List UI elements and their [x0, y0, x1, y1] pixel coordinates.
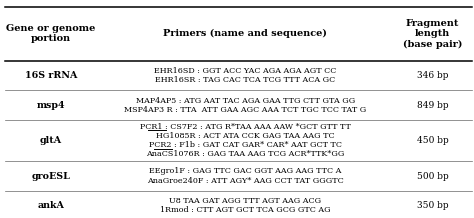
Text: EHR16SR : TAG CAC TCA TCG TTT ACA GC: EHR16SR : TAG CAC TCA TCG TTT ACA GC — [155, 76, 336, 84]
Text: Gene or genome
portion: Gene or genome portion — [6, 24, 96, 43]
Text: MSP4AP3 R : TTA  ATT GAA AGC AAA TCT TGC TCC TAT G: MSP4AP3 R : TTA ATT GAA AGC AAA TCT TGC … — [124, 106, 366, 114]
Text: gltA: gltA — [40, 136, 62, 145]
Text: 450 bp: 450 bp — [417, 136, 448, 145]
Text: AnaGroe240F : ATT AGY* AAG CCT TAT GGGTC: AnaGroe240F : ATT AGY* AAG CCT TAT GGGTC — [147, 177, 344, 185]
Text: 849 bp: 849 bp — [417, 101, 448, 110]
Text: 1Rmod : CTT AGT GCT TCA GCG GTC AG: 1Rmod : CTT AGT GCT TCA GCG GTC AG — [160, 206, 330, 214]
Text: 16S rRNA: 16S rRNA — [25, 71, 77, 80]
Text: PCR1 : CS7F2 : ATG R*TAA AAA AAW *GCT GTT TT: PCR1 : CS7F2 : ATG R*TAA AAA AAW *GCT GT… — [140, 123, 351, 131]
Text: EHR16SD : GGT ACC YAC AGA AGA AGT CC: EHR16SD : GGT ACC YAC AGA AGA AGT CC — [154, 67, 337, 75]
Text: Primers (name and sequence): Primers (name and sequence) — [164, 29, 327, 38]
Text: EEgro1F : GAG TTC GAC GGT AAG AAG TTC A: EEgro1F : GAG TTC GAC GGT AAG AAG TTC A — [149, 167, 341, 175]
Text: U8 TAA GAT AGG TTT AGT AAG ACG: U8 TAA GAT AGG TTT AGT AAG ACG — [169, 197, 321, 205]
Text: ankA: ankA — [37, 201, 64, 210]
Text: msp4: msp4 — [36, 101, 65, 110]
Text: groESL: groESL — [31, 172, 71, 181]
Text: PCR2 : F1b : GAT CAT GAR* CAR* AAT GCT TC: PCR2 : F1b : GAT CAT GAR* CAR* AAT GCT T… — [149, 141, 342, 149]
Text: 346 bp: 346 bp — [417, 71, 448, 80]
Text: 500 bp: 500 bp — [417, 172, 448, 181]
Text: HG1085R : ACT ATA CCK GAG TAA AAG TC: HG1085R : ACT ATA CCK GAG TAA AAG TC — [156, 132, 335, 140]
Text: 350 bp: 350 bp — [417, 201, 448, 210]
Text: AnaCS1076R : GAG TAA AAG TCG ACR*TTK*GG: AnaCS1076R : GAG TAA AAG TCG ACR*TTK*GG — [146, 150, 345, 158]
Text: MAP4AP5 : ATG AAT TAC AGA GAA TTG CTT GTA GG: MAP4AP5 : ATG AAT TAC AGA GAA TTG CTT GT… — [136, 97, 355, 105]
Text: Fragment
length
(base pair): Fragment length (base pair) — [403, 19, 462, 49]
